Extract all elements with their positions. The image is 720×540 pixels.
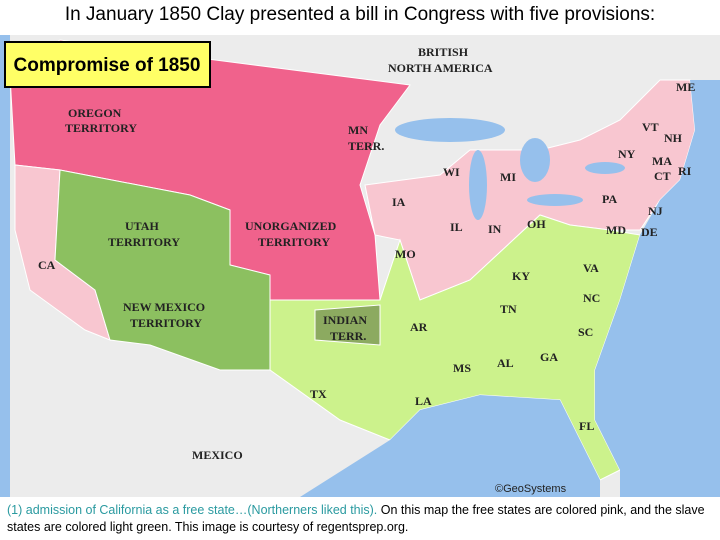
region-label: MD: [606, 223, 626, 237]
region-label: LA: [415, 394, 432, 408]
region-label: MO: [395, 247, 416, 261]
region-label: OH: [527, 217, 546, 231]
region-label: MI: [500, 170, 516, 184]
region-label: VA: [583, 261, 599, 275]
region-label: MN: [348, 123, 368, 137]
caption: (1) admission of California as a free st…: [7, 502, 717, 536]
region-label: SC: [578, 325, 593, 339]
region-label: GA: [540, 350, 558, 364]
region-label: VT: [642, 120, 659, 134]
region-label: TERRITORY: [108, 235, 180, 249]
region-label: KY: [512, 269, 530, 283]
region-label: AL: [497, 356, 514, 370]
region-label: MEXICO: [192, 448, 243, 462]
region-label: IA: [392, 195, 406, 209]
region-label: RI: [678, 164, 692, 178]
region-label: WI: [443, 165, 460, 179]
gulf: [300, 395, 600, 497]
region-label: NC: [583, 291, 600, 305]
region-label: TERRITORY: [130, 316, 202, 330]
region-label: MA: [652, 154, 672, 168]
lake-superior: [395, 118, 505, 142]
region-label: NORTH AMERICA: [388, 61, 493, 75]
lake-huron: [520, 138, 550, 182]
lake-michigan: [469, 150, 487, 220]
pacific: [0, 35, 10, 497]
region-label: TERRITORY: [65, 121, 137, 135]
region-label: MS: [453, 361, 471, 375]
region-label: UNORGANIZED: [245, 219, 337, 233]
region-label: AR: [410, 320, 428, 334]
region-label: TN: [500, 302, 517, 316]
lake-erie: [527, 194, 583, 206]
region-label: IL: [450, 220, 463, 234]
map-heading: Compromise of 1850: [14, 55, 201, 76]
slide-title: In January 1850 Clay presented a bill in…: [64, 4, 656, 25]
region-label: CT: [654, 169, 671, 183]
region-label: TERR.: [330, 329, 366, 343]
lake-ontario: [585, 162, 625, 174]
region-label: UTAH: [125, 219, 159, 233]
region-label: IN: [488, 222, 502, 236]
region-label: ME: [676, 80, 695, 94]
region-label: BRITISH: [418, 45, 469, 59]
region-label: NJ: [648, 204, 663, 218]
region-label: TERR.: [348, 139, 384, 153]
indian-territory: [314, 304, 381, 346]
region-label: OREGON: [68, 106, 122, 120]
region-label: NH: [664, 131, 683, 145]
region-label: DE: [641, 225, 658, 239]
region-label: PA: [602, 192, 617, 206]
region-label: TX: [310, 387, 327, 401]
utah-new-mexico: [54, 169, 271, 371]
region-label: CA: [38, 258, 56, 272]
atlantic: [595, 80, 720, 497]
region-label: NEW MEXICO: [123, 300, 205, 314]
region-label: NY: [618, 147, 636, 161]
caption-text: On this map the free states are colored …: [7, 503, 705, 534]
caption-highlight: (1) admission of California as a free st…: [7, 503, 378, 517]
map-heading-box: [4, 41, 211, 88]
map-credit: ©GeoSystems: [495, 483, 567, 495]
region-label: TERRITORY: [258, 235, 330, 249]
map: Compromise of 1850 BRITISH NORTH AMERICA O…: [0, 35, 720, 497]
region-label: INDIAN: [323, 313, 367, 327]
region-label: FL: [579, 419, 594, 433]
